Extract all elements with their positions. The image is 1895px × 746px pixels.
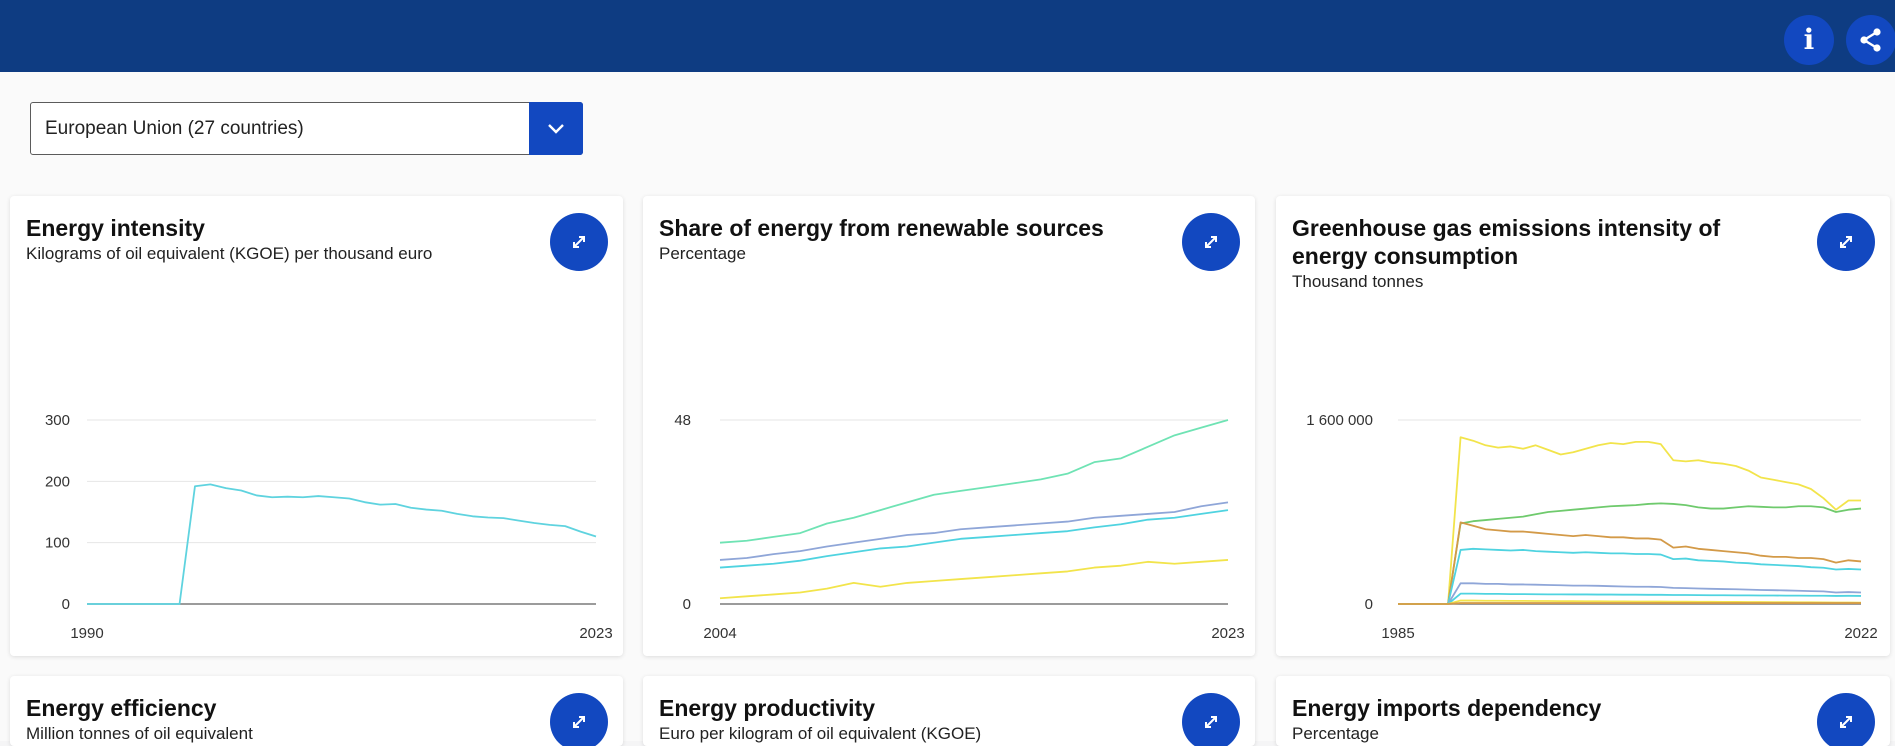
x-tick-label: 2023 bbox=[1211, 625, 1244, 642]
expand-chart-button[interactable] bbox=[1817, 693, 1875, 746]
country-dropdown[interactable]: European Union (27 countries) bbox=[30, 102, 583, 155]
y-tick-label: 100 bbox=[45, 535, 70, 552]
chart-card-energy-imports-dependency: Energy imports dependency Percentage bbox=[1276, 676, 1890, 746]
x-tick-label: 2004 bbox=[703, 625, 736, 642]
series-line[interactable] bbox=[1398, 522, 1861, 604]
y-tick-label: 200 bbox=[45, 473, 70, 490]
chart-card-energy-productivity: Energy productivity Euro per kilogram of… bbox=[643, 676, 1255, 746]
card-subtitle: Percentage bbox=[1292, 724, 1379, 744]
x-tick-label: 2023 bbox=[579, 625, 612, 642]
x-tick-label: 2022 bbox=[1844, 625, 1877, 642]
series-line[interactable] bbox=[720, 502, 1228, 559]
share-button[interactable] bbox=[1846, 15, 1895, 65]
expand-chart-button[interactable] bbox=[550, 693, 608, 746]
series-line[interactable] bbox=[87, 484, 596, 604]
chevron-down-icon bbox=[546, 122, 566, 136]
card-title: Energy efficiency bbox=[26, 694, 216, 722]
chart-card-ghg-intensity: Greenhouse gas emissions intensity of en… bbox=[1276, 196, 1890, 656]
expand-icon bbox=[1201, 712, 1221, 732]
series-line[interactable] bbox=[1398, 437, 1861, 604]
info-button[interactable]: i bbox=[1784, 15, 1834, 65]
x-tick-label: 1990 bbox=[70, 625, 103, 642]
card-title: Energy productivity bbox=[659, 694, 875, 722]
chart-card-energy-intensity: Energy intensity Kilograms of oil equiva… bbox=[10, 196, 623, 656]
y-tick-label: 0 bbox=[683, 596, 691, 613]
series-line[interactable] bbox=[720, 420, 1228, 543]
series-line[interactable] bbox=[720, 560, 1228, 598]
series-line[interactable] bbox=[1398, 603, 1861, 604]
ghg-intensity-chart: 1 600 000 0 1985 2022 bbox=[1276, 196, 1890, 656]
dropdown-caret-button[interactable] bbox=[529, 102, 583, 155]
y-tick-label: 300 bbox=[45, 412, 70, 429]
country-dropdown-value: European Union (27 countries) bbox=[31, 118, 529, 140]
y-tick-label: 1 600 000 bbox=[1306, 412, 1373, 429]
card-title: Energy imports dependency bbox=[1292, 694, 1601, 722]
card-subtitle: Euro per kilogram of oil equivalent (KGO… bbox=[659, 724, 981, 744]
chart-card-renewable-share: Share of energy from renewable sources P… bbox=[643, 196, 1255, 656]
y-tick-label: 0 bbox=[1365, 596, 1373, 613]
share-icon bbox=[1858, 27, 1884, 53]
info-icon: i bbox=[1804, 26, 1815, 54]
chart-card-energy-efficiency: Energy efficiency Million tonnes of oil … bbox=[10, 676, 623, 746]
x-tick-label: 1985 bbox=[1381, 625, 1414, 642]
expand-icon bbox=[569, 712, 589, 732]
renewable-share-chart: 48 0 2004 2023 bbox=[643, 196, 1255, 656]
dashboard-content: European Union (27 countries) Energy int… bbox=[0, 72, 1895, 741]
expand-icon bbox=[1836, 712, 1856, 732]
series-line[interactable] bbox=[720, 510, 1228, 568]
y-tick-label: 48 bbox=[674, 412, 691, 429]
y-tick-label: 0 bbox=[62, 596, 70, 613]
card-subtitle: Million tonnes of oil equivalent bbox=[26, 724, 253, 744]
expand-chart-button[interactable] bbox=[1182, 693, 1240, 746]
top-header-bar: i bbox=[0, 0, 1895, 72]
